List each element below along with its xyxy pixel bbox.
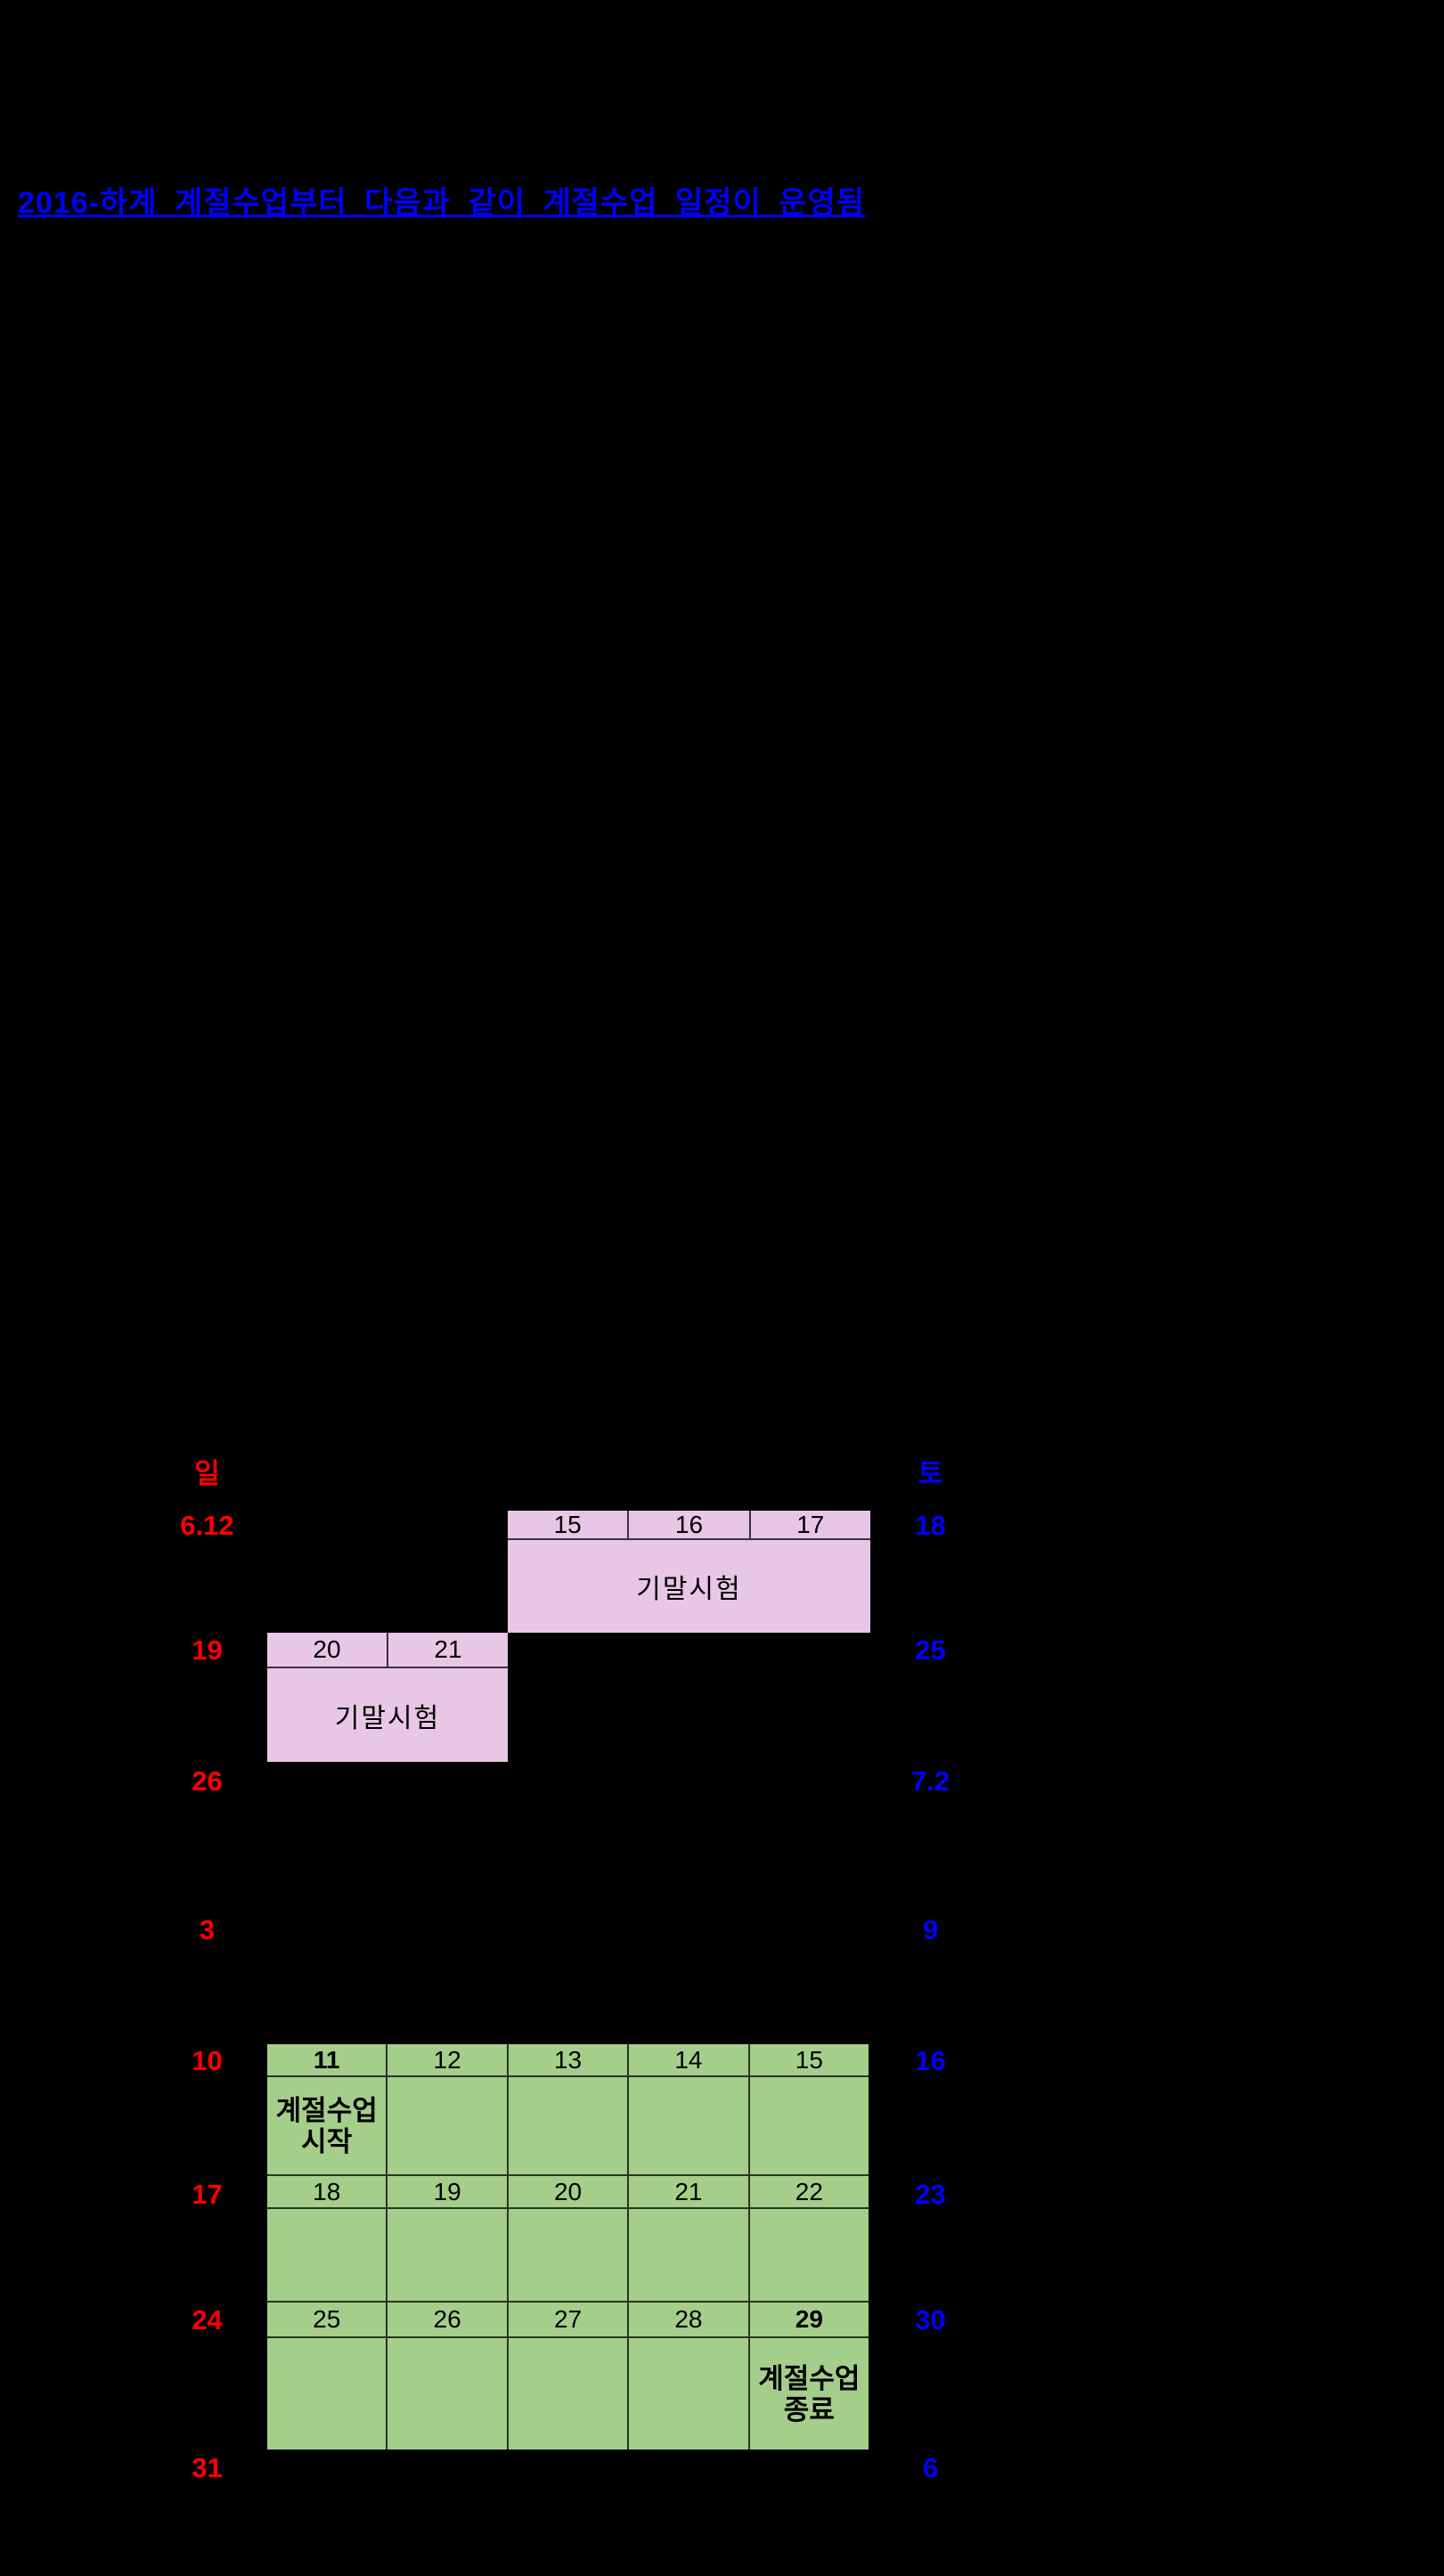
date-cell: 21	[627, 2176, 747, 2207]
saturday-date: 30	[915, 2304, 946, 2336]
date-cell: 15	[747, 2044, 869, 2075]
date-cell: 26	[386, 2303, 506, 2336]
final-exam-block-week1: 15 16 17 기말시험	[508, 1511, 870, 1633]
empty-day-cell	[627, 2209, 747, 2301]
date-cell: 20	[506, 2176, 627, 2207]
final-exam-label: 기말시험	[636, 1575, 742, 1604]
date-cell-session-end: 29	[747, 2303, 869, 2336]
empty-day-cell	[386, 2338, 506, 2450]
sunday-date: 17	[192, 2179, 223, 2210]
page-title: 2016-하계 계절수업부터 다음과 같이 계절수업 일정이 운영됨	[18, 186, 866, 220]
date-cell: 13	[506, 2044, 627, 2075]
date-cell: 20	[313, 1635, 341, 1663]
session-start-label: 계절수업 시작	[267, 2077, 386, 2174]
sunday-date: 3	[199, 1914, 216, 1945]
empty-day-cell	[267, 2338, 386, 2450]
session-start-line2: 시작	[301, 2125, 353, 2157]
date-cell: 28	[627, 2303, 747, 2336]
date-cell: 12	[386, 2044, 506, 2075]
empty-day-cell	[386, 2077, 506, 2174]
final-exam-block-week2: 20 21 기말시험	[267, 1633, 508, 1762]
session-week1-row: 11 12 13 14 15 계절수업 시작	[267, 2044, 869, 2174]
sunday-date: 19	[192, 1634, 223, 1666]
empty-day-cell	[747, 2077, 869, 2174]
empty-day-cell	[267, 2209, 386, 2301]
date-cell-session-start: 11	[313, 2046, 340, 2074]
date-cell: 21	[387, 1633, 508, 1667]
empty-day-cell	[506, 2338, 627, 2450]
date-cell: 14	[627, 2044, 747, 2075]
session-end-line1: 계절수업	[758, 2362, 861, 2394]
saturday-date: 9	[922, 1914, 939, 1945]
session-end-line2: 종료	[783, 2393, 835, 2425]
sunday-date: 10	[192, 2045, 223, 2076]
empty-day-cell	[506, 2209, 627, 2301]
empty-day-cell	[627, 2077, 747, 2174]
date-strip: 25 26 27 28 29	[267, 2303, 869, 2338]
date-cell: 25	[313, 2305, 341, 2333]
sunday-date: 24	[192, 2304, 223, 2336]
sunday-header: 일	[194, 1458, 220, 1489]
empty-day-cell	[627, 2338, 747, 2450]
empty-day-cell	[386, 2209, 506, 2301]
sunday-date: 31	[192, 2452, 223, 2483]
week1-body: 계절수업 시작	[267, 2077, 869, 2174]
date-strip: 11 12 13 14 15	[267, 2044, 869, 2077]
empty-day-cell	[747, 2209, 869, 2301]
session-week2-row: 18 19 20 21 22	[267, 2174, 869, 2301]
date-strip: 20 21	[267, 1633, 508, 1668]
date-cell: 16	[627, 1511, 748, 1538]
final-exam-label: 기말시험	[334, 1703, 441, 1733]
date-cell: 27	[506, 2303, 627, 2336]
date-cell: 18	[313, 2178, 341, 2205]
session-week3-row: 25 26 27 28 29 계절수업 종료	[267, 2301, 869, 2450]
date-cell: 17	[748, 1511, 870, 1538]
saturday-date: 18	[915, 1510, 946, 1541]
date-cell: 15	[553, 1511, 582, 1538]
sunday-date: 26	[192, 1765, 223, 1797]
saturday-date: 23	[915, 2179, 946, 2210]
date-strip: 15 16 17	[508, 1511, 870, 1540]
saturday-date: 6	[922, 2452, 939, 2483]
week3-body: 계절수업 종료	[267, 2338, 869, 2450]
date-cell: 22	[747, 2176, 869, 2207]
summer-session-block: 11 12 13 14 15 계절수업 시작 18 19 20	[267, 2044, 869, 2450]
week2-body	[267, 2209, 869, 2301]
saturday-date: 7.2	[910, 1765, 950, 1797]
saturday-header: 토	[918, 1458, 943, 1489]
session-end-label: 계절수업 종료	[747, 2338, 869, 2450]
date-strip: 18 19 20 21 22	[267, 2176, 869, 2209]
session-start-line1: 계절수업	[275, 2094, 378, 2126]
sunday-date: 6.12	[180, 1510, 234, 1541]
saturday-date: 16	[915, 2045, 946, 2076]
saturday-date: 25	[915, 1634, 946, 1666]
date-cell: 19	[386, 2176, 506, 2207]
empty-day-cell	[506, 2077, 627, 2174]
